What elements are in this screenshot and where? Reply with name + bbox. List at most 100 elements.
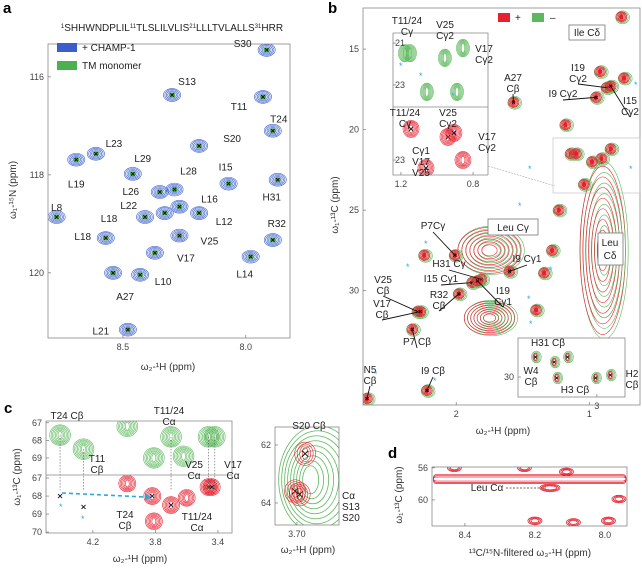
- peak-label: V25: [185, 460, 203, 471]
- peak-cross-icon: [408, 126, 414, 132]
- panel-a: 1SHHWNDPLIL11TLSLILVLIS21LLLTVLALLS31HRR…: [8, 23, 291, 373]
- inset-contour-plus: [532, 352, 539, 362]
- contour-minus: [175, 447, 192, 465]
- peak-label: Cβ: [119, 521, 132, 532]
- peak-contour: [562, 469, 571, 475]
- peak-R32: [263, 233, 282, 247]
- champ-contour: [241, 249, 260, 264]
- contour-plus: [449, 249, 461, 261]
- inset-contour-minus: [451, 83, 463, 101]
- peak-label: Cγ2: [475, 55, 493, 66]
- inset-contour-plus: [448, 125, 460, 140]
- champ-contour: [163, 88, 181, 102]
- peak-cross-icon: [226, 181, 231, 186]
- y-axis-label-d: ω₁-¹³C (ppm): [394, 466, 405, 523]
- peak-label: Cγ2: [569, 74, 587, 85]
- legend-label-champ: + CHAMP-1: [82, 43, 136, 54]
- peak-label: Cβ: [376, 310, 389, 321]
- star-icon: *: [451, 91, 455, 101]
- peak-L29: [123, 167, 142, 181]
- contour-plus: [506, 267, 513, 276]
- contour-plus: [206, 483, 211, 491]
- champ-contour: [148, 248, 161, 258]
- ile-cdelta-label: Ile Cδ: [574, 28, 601, 39]
- contour-plus: [455, 290, 463, 298]
- star-icon: *: [424, 239, 428, 249]
- champ-contour: [121, 325, 134, 335]
- peak-label: H31: [263, 193, 282, 204]
- unlabeled-peak: [418, 248, 433, 263]
- contour-minus: [117, 421, 137, 436]
- inset-1-peaks: [398, 39, 472, 175]
- peak-label: Cβ: [507, 84, 520, 95]
- contour-minus: [150, 452, 158, 464]
- y-tick-label: 30: [504, 372, 514, 382]
- peak-contour: [566, 518, 581, 526]
- peak-label: S13: [178, 77, 196, 88]
- peak-core: [541, 270, 547, 276]
- inset-contour-plus: [443, 130, 453, 143]
- champ-contour: [70, 155, 83, 165]
- contour-plus: [538, 267, 550, 279]
- inset-contour-plus: [405, 121, 417, 136]
- y-tick-label: 118: [30, 170, 44, 180]
- contour-plus: [286, 481, 304, 502]
- contour-plus: [474, 277, 481, 285]
- contour-plus: [562, 121, 569, 129]
- x-tick-label: 8.0: [240, 342, 253, 352]
- unlabeled-peak: [530, 303, 545, 318]
- inset-contour-plus: [449, 126, 459, 139]
- contour-plus: [122, 477, 133, 490]
- leu-cdelta-box: [597, 232, 624, 266]
- peak-contour: [517, 467, 532, 473]
- champ-contour: [273, 176, 283, 184]
- champ-contour: [255, 91, 271, 103]
- region-contour-plus: [469, 235, 510, 265]
- champ-contour: [88, 148, 104, 160]
- contour-plus: [607, 82, 615, 90]
- peak-label: H31 Cγ: [432, 259, 465, 270]
- contour-plus: [595, 67, 605, 77]
- contour-minus: [119, 421, 136, 435]
- x-tick-label: 3.4: [212, 537, 225, 547]
- y-tick-label: 20: [349, 125, 359, 135]
- region-contour-plus: [463, 300, 516, 336]
- peak-core: [533, 307, 539, 313]
- panel-a-peaks: [48, 44, 287, 337]
- legend-label-minus: –: [550, 13, 556, 24]
- champ-contour: [261, 46, 272, 54]
- contour-plus: [288, 482, 311, 507]
- champ-contour: [71, 156, 81, 164]
- peak-cross-icon: [162, 210, 167, 216]
- champ-contour: [147, 247, 163, 259]
- peak-cross-icon: [270, 128, 275, 133]
- leader-line: [381, 311, 421, 321]
- inset-contour-minus: [439, 49, 451, 67]
- contour-plus: [587, 157, 597, 167]
- sequence-number: 1: [61, 24, 65, 30]
- inset-contour-minus: [450, 82, 464, 101]
- legend-label-tm: TM monomer: [82, 61, 142, 72]
- contour-plus: [407, 324, 417, 334]
- peak-label: T11/24: [182, 512, 213, 523]
- peak-core: [621, 75, 627, 81]
- inset-contour-plus: [406, 122, 416, 135]
- peak-T11: [254, 90, 272, 104]
- champ-contour: [108, 269, 118, 277]
- inset-contour-plus: [593, 374, 598, 382]
- contour-plus: [572, 150, 580, 158]
- plot-area: [48, 44, 287, 337]
- champ-contour: [98, 232, 114, 244]
- peak-label: L18: [101, 214, 118, 225]
- peak-core: [589, 159, 595, 165]
- contour-plus: [530, 304, 542, 316]
- contour-plus: [588, 158, 596, 166]
- contour-minus: [604, 79, 620, 94]
- star-icon: *: [59, 502, 63, 512]
- contour-plus: [205, 480, 218, 494]
- champ-contour: [221, 177, 237, 190]
- inset-contour-plus: [407, 123, 415, 135]
- contour-plus: [180, 491, 193, 505]
- sequence-segment: LLLTVLALLS: [196, 23, 255, 34]
